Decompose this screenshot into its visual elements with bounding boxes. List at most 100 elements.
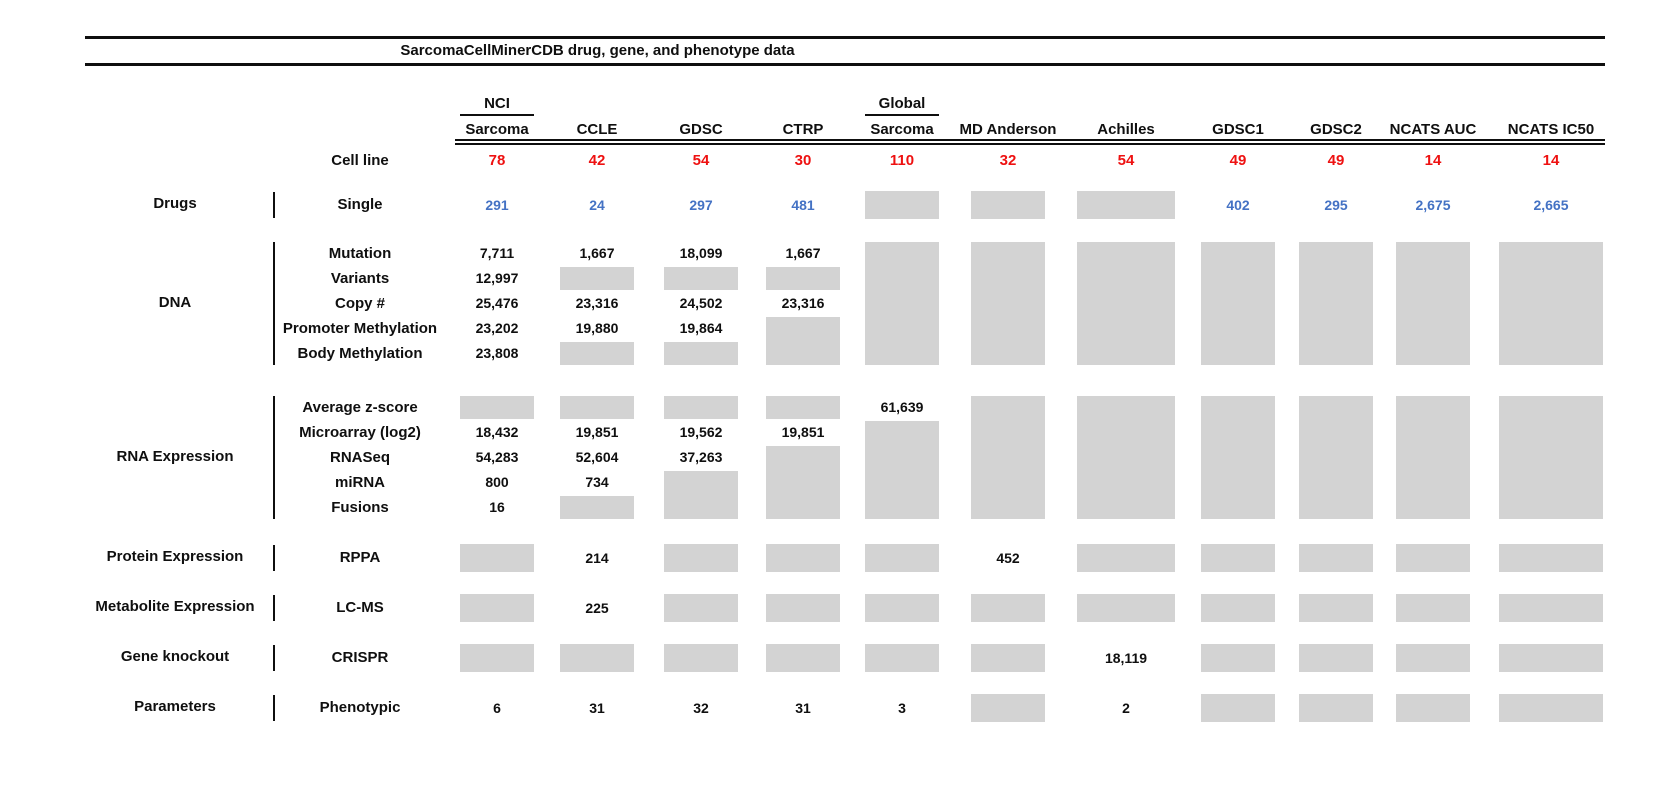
cell-value: 24,502	[679, 295, 723, 311]
cell-value: 2	[1122, 700, 1130, 716]
row-label: CRISPR	[331, 649, 389, 666]
column-header-underline	[865, 114, 939, 116]
no-data-box	[766, 317, 840, 365]
no-data-box	[971, 644, 1045, 672]
header-double-rule-top	[455, 139, 1605, 141]
cell-value: 24	[589, 197, 605, 213]
no-data-box	[1077, 594, 1175, 622]
row-label: Variants	[330, 270, 390, 287]
cell-line-count: 14	[1424, 152, 1442, 169]
row-label: Body Methylation	[297, 345, 423, 362]
no-data-box	[766, 267, 840, 290]
cell-value: 214	[585, 550, 609, 566]
row-label: miRNA	[334, 474, 385, 491]
no-data-box	[560, 267, 634, 290]
cell-value: 1,667	[785, 245, 821, 261]
cell-value: 19,562	[679, 424, 723, 440]
category-label: Protein Expression	[106, 548, 244, 565]
column-header: Achilles	[1097, 121, 1155, 138]
category-label: DNA	[158, 293, 192, 311]
no-data-box	[1499, 242, 1603, 365]
no-data-box	[1201, 242, 1275, 365]
category-label: Metabolite Expression	[95, 598, 255, 615]
no-data-box	[1077, 191, 1175, 219]
no-data-box	[664, 544, 738, 572]
cell-value: 297	[689, 197, 713, 213]
no-data-box	[460, 594, 534, 622]
cell-value: 23,316	[781, 295, 825, 311]
column-header: CCLE	[576, 121, 618, 138]
no-data-box	[865, 644, 939, 672]
figure-title: SarcomaCellMinerCDB drug, gene, and phen…	[400, 42, 795, 59]
cell-value: 19,851	[781, 424, 825, 440]
cell-value: 25,476	[475, 295, 519, 311]
no-data-box	[460, 544, 534, 572]
cell-value: 6	[493, 700, 501, 716]
no-data-box	[971, 396, 1045, 519]
column-header-underline	[460, 114, 534, 116]
cell-line-count: 14	[1542, 152, 1560, 169]
no-data-box	[460, 644, 534, 672]
column-header: NCATS IC50	[1507, 121, 1595, 138]
cell-value: 32	[693, 700, 709, 716]
cell-value: 23,316	[575, 295, 619, 311]
no-data-box	[865, 191, 939, 219]
cell-line-count: 54	[692, 152, 710, 169]
no-data-box	[1299, 644, 1373, 672]
cell-value: 19,851	[575, 424, 619, 440]
cell-value: 18,432	[475, 424, 519, 440]
category-divider	[273, 645, 275, 671]
row-label: Promoter Methylation	[282, 320, 438, 337]
no-data-box	[971, 594, 1045, 622]
category-divider	[273, 192, 275, 218]
no-data-box	[1077, 396, 1175, 519]
column-header: MD Anderson	[959, 121, 1057, 138]
no-data-box	[971, 694, 1045, 722]
row-label: Single	[337, 196, 383, 213]
cell-value: 481	[791, 197, 815, 213]
cell-value: 19,864	[679, 320, 723, 336]
no-data-box	[1499, 594, 1603, 622]
no-data-box	[865, 594, 939, 622]
no-data-box	[1299, 594, 1373, 622]
cell-value: 37,263	[679, 449, 723, 465]
cell-value: 734	[585, 474, 609, 490]
no-data-box	[1299, 242, 1373, 365]
no-data-box	[1499, 694, 1603, 722]
cell-value: 2,665	[1533, 197, 1569, 213]
no-data-box	[1077, 242, 1175, 365]
no-data-box	[971, 242, 1045, 365]
cell-value: 61,639	[880, 399, 924, 415]
no-data-box	[865, 544, 939, 572]
cell-value: 12,997	[475, 270, 519, 286]
no-data-box	[1396, 594, 1470, 622]
cell-value: 2,675	[1415, 197, 1451, 213]
no-data-box	[664, 342, 738, 365]
cell-line-count: 110	[889, 152, 915, 169]
no-data-box	[766, 396, 840, 419]
row-label: LC-MS	[336, 599, 384, 616]
cell-value: 452	[996, 550, 1020, 566]
cell-value: 23,202	[475, 320, 519, 336]
no-data-box	[1299, 694, 1373, 722]
cell-value: 19,880	[575, 320, 619, 336]
cell-value: 31	[795, 700, 811, 716]
cell-line-count: 32	[999, 152, 1017, 169]
no-data-box	[971, 191, 1045, 219]
cell-value: 1,667	[579, 245, 615, 261]
column-header: Sarcoma	[465, 121, 529, 138]
column-header-top: Global	[878, 95, 926, 112]
no-data-box	[1201, 644, 1275, 672]
cell-line-count: 42	[588, 152, 606, 169]
cell-value: 3	[898, 700, 906, 716]
cell-value: 16	[489, 499, 505, 515]
category-label: Parameters	[134, 698, 216, 715]
row-label: Copy #	[334, 295, 385, 312]
cell-value: 295	[1324, 197, 1348, 213]
column-header: GDSC2	[1310, 121, 1362, 138]
no-data-box	[664, 471, 738, 519]
cell-line-count: 49	[1229, 152, 1247, 169]
column-header: NCATS AUC	[1389, 121, 1477, 138]
category-label: Drugs	[153, 195, 197, 212]
header-double-rule-bottom	[455, 143, 1605, 145]
